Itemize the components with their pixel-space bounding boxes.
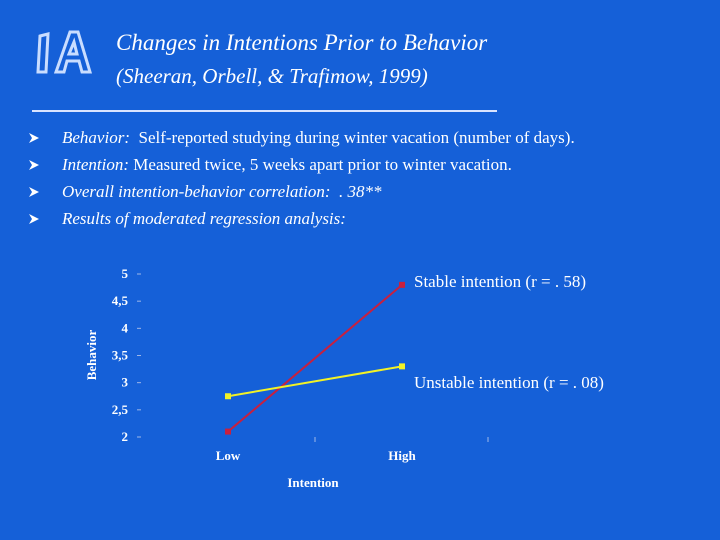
bullet-item: Intention: Measured twice, 5 weeks apart… <box>28 155 575 182</box>
bullet-item: Results of moderated regression analysis… <box>28 209 575 236</box>
slide-title: Changes in Intentions Prior to Behavior <box>116 30 488 55</box>
series-label: Unstable intention (r = . 08) <box>414 373 604 392</box>
series-label: Stable intention (r = . 58) <box>414 272 586 291</box>
x-tick-label: High <box>388 448 416 463</box>
y-tick-label: 4,5 <box>112 293 129 308</box>
y-tick-label: 4 <box>122 320 129 335</box>
series-line-1 <box>227 365 403 398</box>
data-point <box>399 363 405 370</box>
bullet-lead: Intention: <box>62 155 130 174</box>
x-tick-label: Low <box>216 448 241 463</box>
bullet-lead: Overall intention-behavior correlation: … <box>62 182 382 201</box>
data-point <box>225 428 231 435</box>
bullet-list: Behavior: Self-reported studying during … <box>28 128 575 236</box>
title-divider <box>32 110 497 112</box>
arrow-bullet-icon <box>29 187 39 197</box>
arrow-bullet-icon <box>29 160 39 170</box>
arrow-bullet-icon <box>29 214 39 224</box>
bullet-item: Overall intention-behavior correlation: … <box>28 182 575 209</box>
y-tick-label: 3 <box>122 375 129 390</box>
series-line-0 <box>227 284 403 433</box>
y-tick-label: 3,5 <box>112 348 129 363</box>
bullet-lead: Behavior: <box>62 128 130 147</box>
x-axis-title: Intention <box>287 475 339 490</box>
ia-logo <box>36 30 93 74</box>
slide-subtitle: (Sheeran, Orbell, & Trafimow, 1999) <box>116 64 428 88</box>
y-tick-label: 2,5 <box>112 402 129 417</box>
y-tick-label: 2 <box>122 429 129 444</box>
y-tick-label: 5 <box>122 266 129 281</box>
data-point <box>225 393 231 400</box>
bullet-lead: Results of moderated regression analysis… <box>62 209 346 228</box>
y-axis-title: Behavior <box>84 329 99 380</box>
arrow-bullet-icon <box>29 133 39 143</box>
data-point <box>399 281 405 288</box>
bullet-item: Behavior: Self-reported studying during … <box>28 128 575 155</box>
bullet-text: Measured twice, 5 weeks apart prior to w… <box>129 155 512 174</box>
bullet-text: Self-reported studying during winter vac… <box>129 128 575 147</box>
